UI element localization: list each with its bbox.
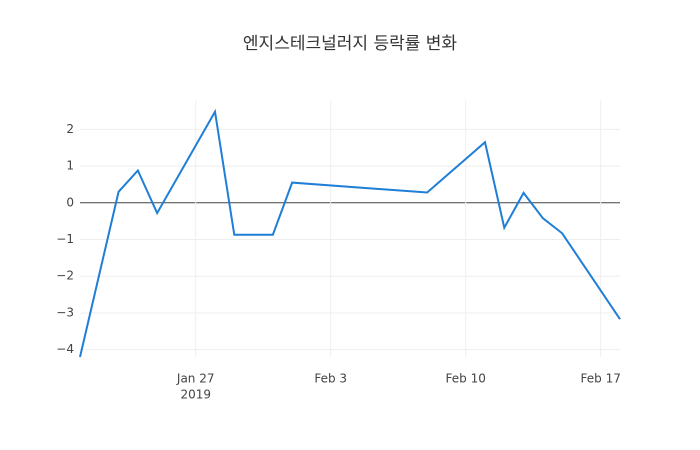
chart-title: 엔지스테크널러지 등락률 변화 [243, 34, 457, 54]
y-tick-label: −2 [56, 269, 74, 283]
y-tick-label: 2 [66, 122, 74, 136]
line [79, 108, 621, 358]
x-tick-label: Jan 27 [176, 372, 215, 386]
y-tick-label: −4 [56, 342, 74, 356]
x-tick-label: Feb 3 [314, 372, 347, 386]
x-tick-label: Feb 10 [446, 372, 486, 386]
x-year-label: 2019 [180, 388, 211, 402]
y-tick-label: −1 [56, 232, 74, 246]
y-tick-label: −3 [56, 305, 74, 319]
x-tick-label: Feb 17 [581, 372, 621, 386]
y-tick-label: 0 [66, 195, 74, 209]
y-tick-label: 1 [66, 159, 74, 173]
